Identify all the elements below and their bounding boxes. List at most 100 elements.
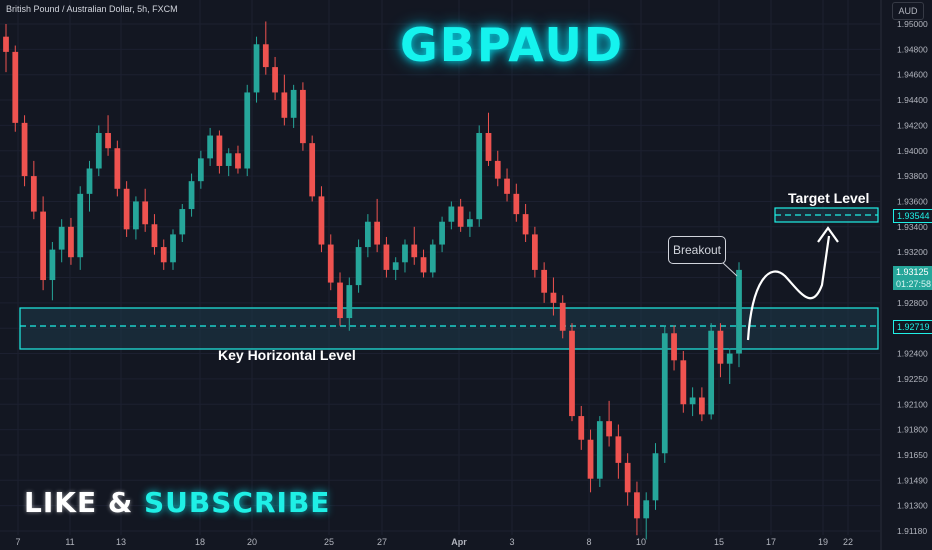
breakout-callout: Breakout <box>668 236 726 264</box>
candle <box>699 387 705 422</box>
candle <box>95 125 102 177</box>
candle <box>262 21 269 75</box>
target-level-label: Target Level <box>788 190 870 206</box>
candle <box>318 186 325 253</box>
time-axis[interactable]: 7 11 13 18 20 25 27 Apr 3 8 10 15 17 19 22 <box>15 537 853 547</box>
time-tick-label: Apr <box>451 537 467 547</box>
candle <box>105 115 111 156</box>
candle <box>179 203 186 243</box>
candle <box>86 160 93 212</box>
candle <box>21 115 28 187</box>
currency-button[interactable]: AUD <box>892 2 924 20</box>
candle <box>513 183 520 222</box>
candle-body <box>726 353 733 364</box>
candle <box>689 387 696 417</box>
candle <box>531 226 538 278</box>
candle <box>355 239 362 293</box>
candle-body <box>12 51 19 123</box>
candle <box>40 196 46 291</box>
candle <box>77 186 84 270</box>
candle-body <box>569 330 575 417</box>
candle-body <box>68 226 74 258</box>
cta-ampersand: & <box>107 486 134 519</box>
time-tick-label: 18 <box>195 537 205 547</box>
candle-body <box>3 36 9 52</box>
candle-body <box>559 302 566 331</box>
candle-body <box>133 201 139 230</box>
candle <box>550 277 557 316</box>
candle-body <box>364 221 371 248</box>
candle-body <box>411 244 418 258</box>
candle-body <box>374 221 381 245</box>
price-tick-label: 1.91490 <box>897 475 928 485</box>
candle <box>736 262 742 368</box>
candle-body <box>643 500 650 519</box>
time-tick-label: 19 <box>818 537 828 547</box>
candle <box>272 56 278 101</box>
time-tick-label: 11 <box>65 537 74 547</box>
candle-body <box>77 193 84 258</box>
candle <box>717 323 724 378</box>
candle-body <box>216 135 223 166</box>
projection-arrow-head <box>817 226 839 243</box>
candle-body <box>513 193 520 215</box>
cta-subscribe: SUBSCRIBE <box>144 486 331 519</box>
candle-body <box>606 421 612 437</box>
candle-body <box>615 436 622 463</box>
candle-body <box>58 226 65 250</box>
candle-body <box>300 89 306 144</box>
candle <box>383 236 390 278</box>
cta-like: LIKE <box>24 486 98 519</box>
candle <box>188 173 195 217</box>
candle <box>12 45 19 132</box>
candle-body <box>699 397 705 415</box>
price-tick-label: 1.94200 <box>897 120 928 130</box>
time-tick-label: 20 <box>247 537 257 547</box>
candle-body <box>708 330 715 415</box>
candle-body <box>578 416 585 440</box>
candle <box>504 168 510 202</box>
candle-body <box>550 292 557 303</box>
candle-body <box>429 244 436 273</box>
candle-body <box>383 244 390 270</box>
candle <box>429 239 436 278</box>
price-tick-label: 1.94000 <box>897 146 928 156</box>
price-tick-label: 1.95000 <box>897 19 928 29</box>
candle <box>346 277 353 331</box>
candle-body <box>160 247 167 263</box>
time-tick-label: 25 <box>324 537 334 547</box>
candle <box>634 481 640 536</box>
candle-body <box>736 269 742 354</box>
candle <box>494 150 501 187</box>
candle <box>151 214 158 255</box>
candle <box>235 145 241 174</box>
candle-body <box>151 224 158 248</box>
like-subscribe-banner: LIKE & SUBSCRIBE <box>24 486 330 519</box>
candle <box>569 323 575 422</box>
price-tick-label: 1.91650 <box>897 450 928 460</box>
candle <box>30 160 37 220</box>
candle-body <box>281 92 288 118</box>
candle-body <box>123 188 130 230</box>
candle-body <box>476 133 483 220</box>
time-tick-label: 7 <box>15 537 20 547</box>
candle <box>374 198 381 253</box>
candle-body <box>49 249 56 281</box>
candle <box>216 130 223 174</box>
candle-body <box>170 234 176 263</box>
candle-body <box>95 133 102 169</box>
price-tick-label: 1.94600 <box>897 70 928 80</box>
candle <box>402 239 408 273</box>
price-tick-label: 1.91800 <box>897 425 928 435</box>
price-tick-label: 1.93600 <box>897 196 928 206</box>
time-tick-label: 22 <box>843 537 853 547</box>
candle-body <box>420 257 427 273</box>
price-tick-label: 1.92100 <box>897 399 928 409</box>
candle <box>726 348 733 384</box>
candle-body <box>504 178 510 194</box>
candle <box>596 416 603 487</box>
candle-body <box>105 133 111 149</box>
time-tick-label: 10 <box>636 537 646 547</box>
candle-body <box>197 158 204 182</box>
